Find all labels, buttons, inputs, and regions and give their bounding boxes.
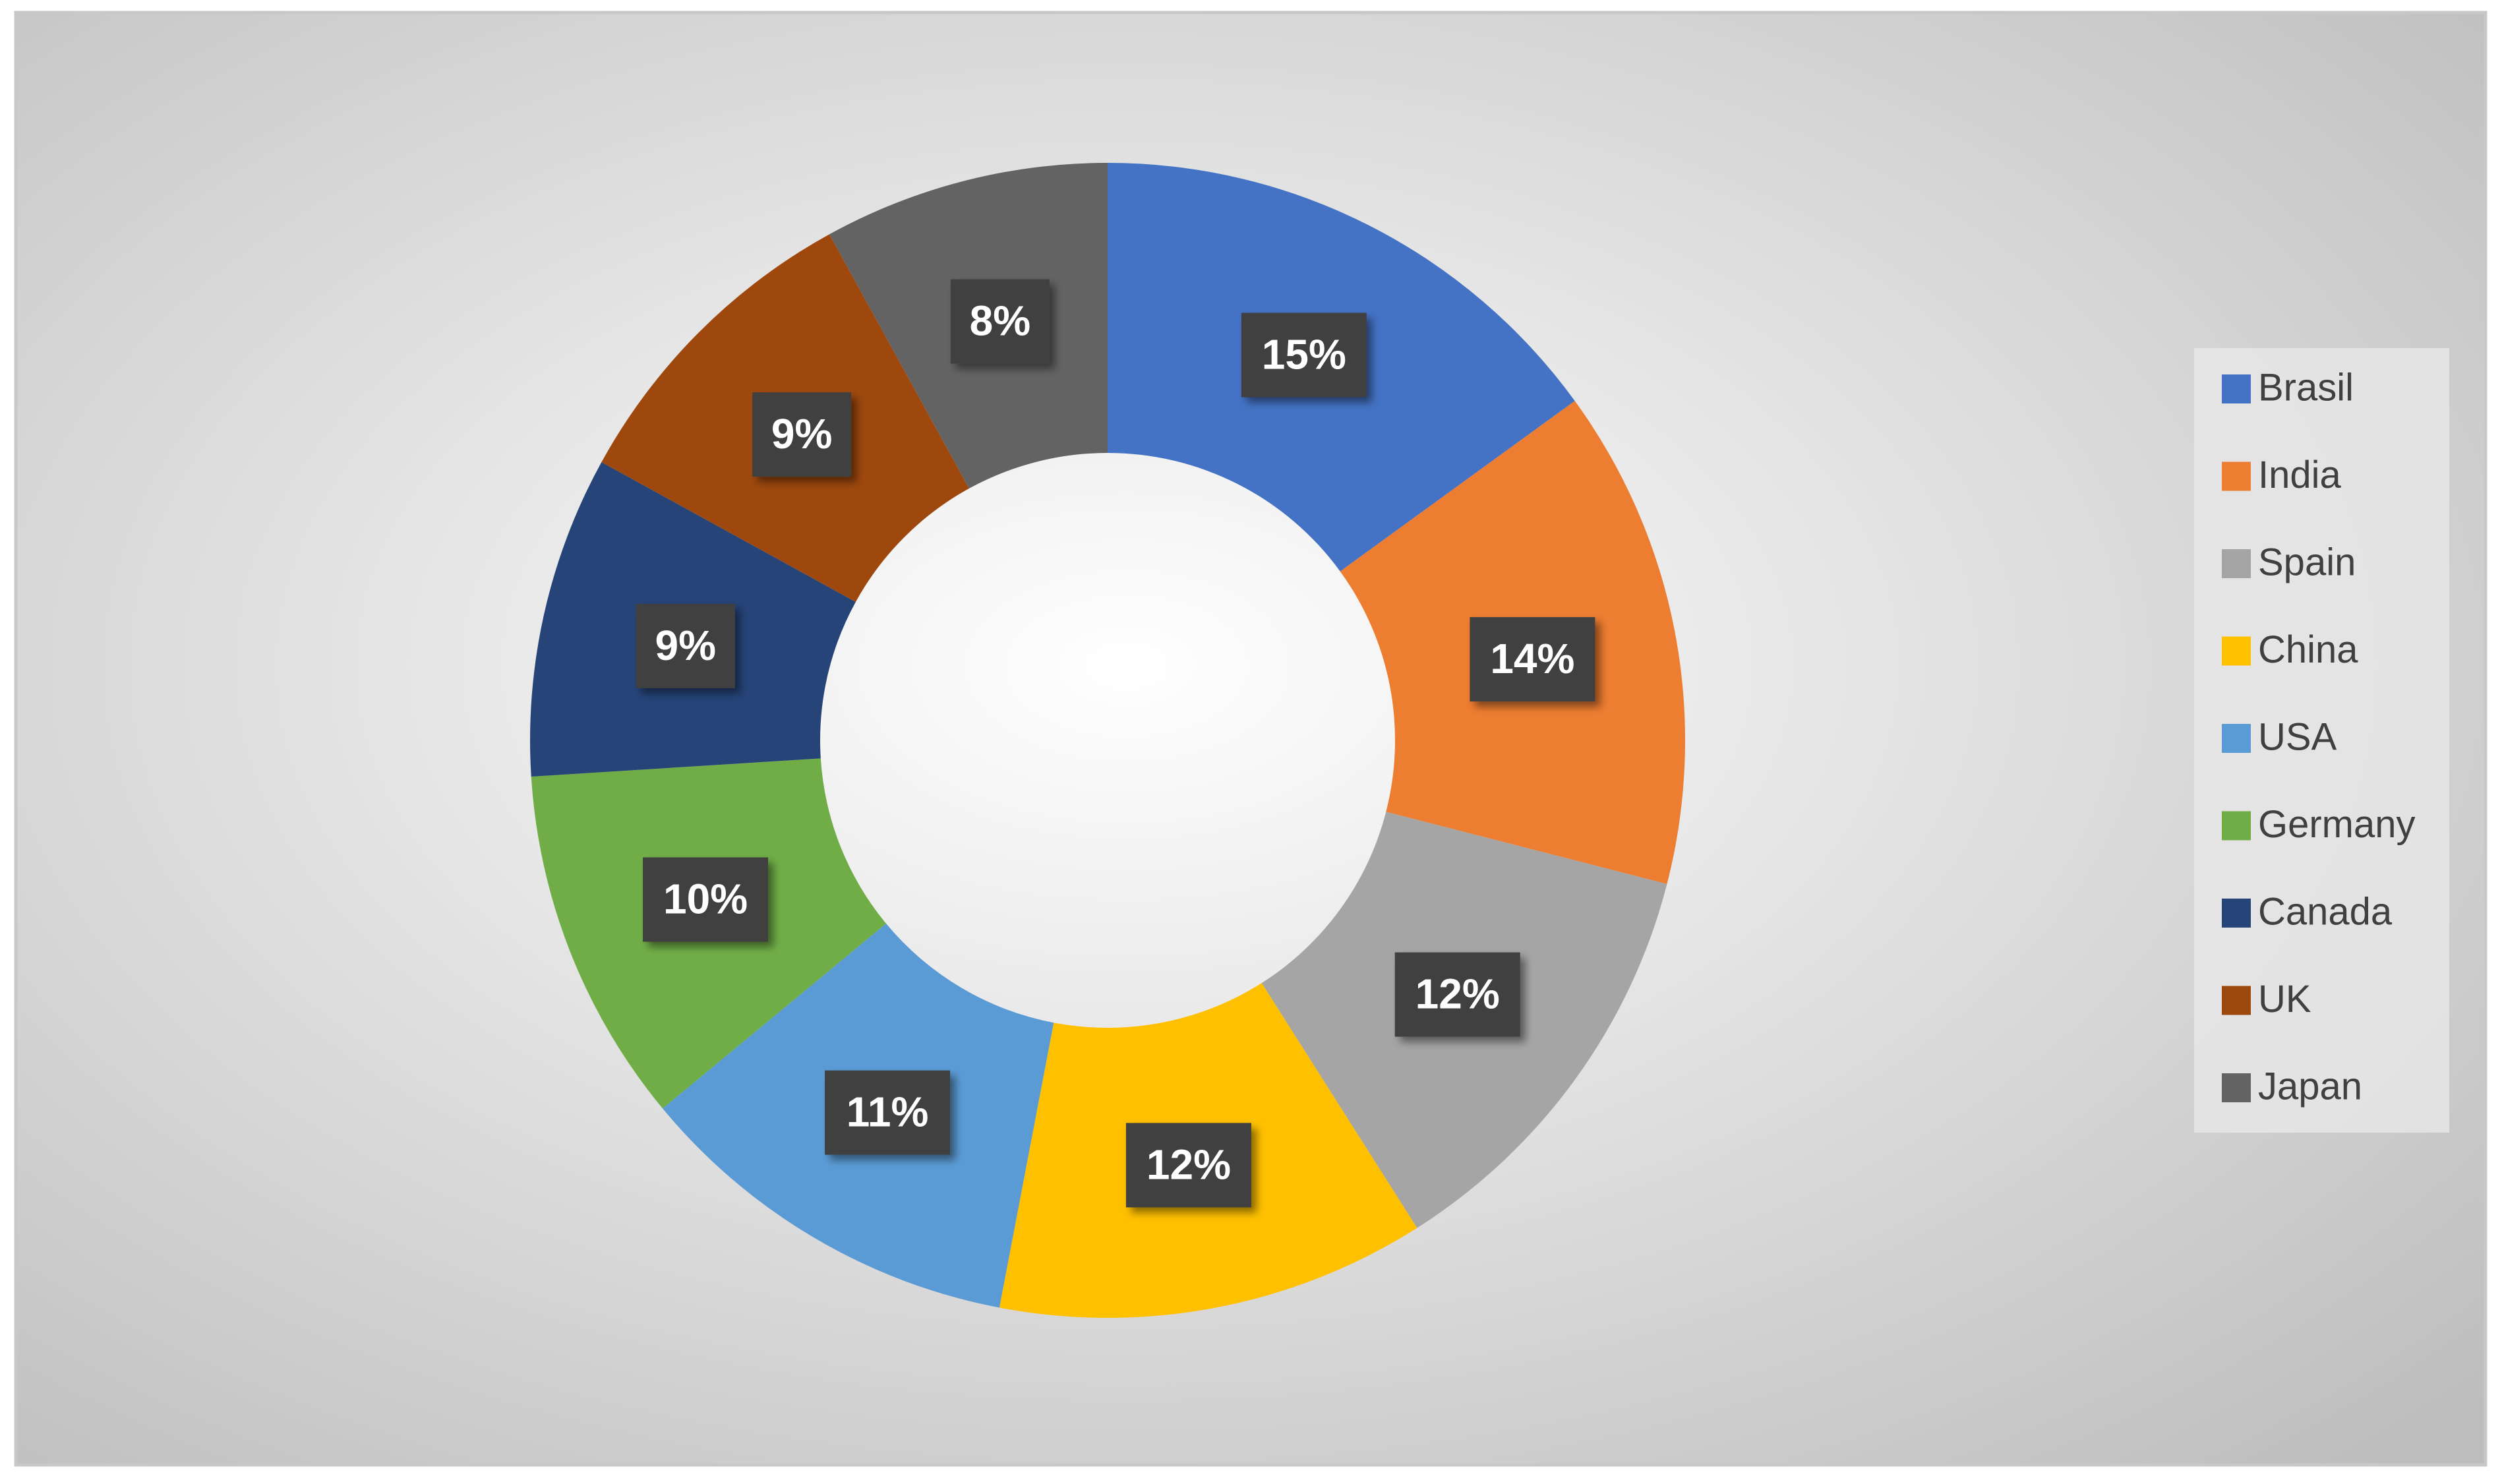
data-label-box — [1470, 617, 1595, 702]
data-label: 10% — [663, 875, 748, 922]
data-label: 15% — [1262, 330, 1346, 378]
data-label-box — [1394, 952, 1520, 1037]
data-label-box — [1125, 1123, 1251, 1208]
data-label-box — [752, 392, 852, 477]
legend-marker — [2222, 636, 2251, 666]
data-label-box — [643, 857, 769, 942]
legend-marker — [2222, 811, 2251, 841]
data-label: 12% — [1415, 970, 1500, 1017]
legend-marker — [2222, 986, 2251, 1015]
legend-label: China — [2258, 628, 2358, 671]
data-label: 9% — [771, 410, 833, 458]
legend-label: Spain — [2258, 541, 2356, 583]
data-label: 12% — [1147, 1141, 1231, 1188]
legend-label: Japan — [2258, 1065, 2362, 1108]
legend-label: UK — [2258, 978, 2311, 1021]
data-label-box — [825, 1070, 951, 1155]
legend-label: USA — [2258, 715, 2337, 758]
legend-label: Brasil — [2258, 366, 2354, 409]
legend-label: Canada — [2258, 890, 2393, 933]
legend-marker — [2222, 724, 2251, 753]
data-label-box — [636, 603, 735, 688]
legend-marker — [2222, 1073, 2251, 1102]
data-label: 9% — [655, 622, 717, 669]
data-label-box — [950, 279, 1050, 364]
legend-marker — [2222, 549, 2251, 578]
legend-label: Germany — [2258, 803, 2416, 846]
data-label: 8% — [970, 297, 1031, 345]
legend-marker — [2222, 899, 2251, 928]
data-label: 11% — [847, 1088, 929, 1136]
data-label: 14% — [1490, 635, 1574, 682]
legend-label: India — [2258, 454, 2342, 496]
data-label-box — [1241, 312, 1367, 398]
legend-marker — [2222, 374, 2251, 403]
legend-marker — [2222, 461, 2251, 491]
